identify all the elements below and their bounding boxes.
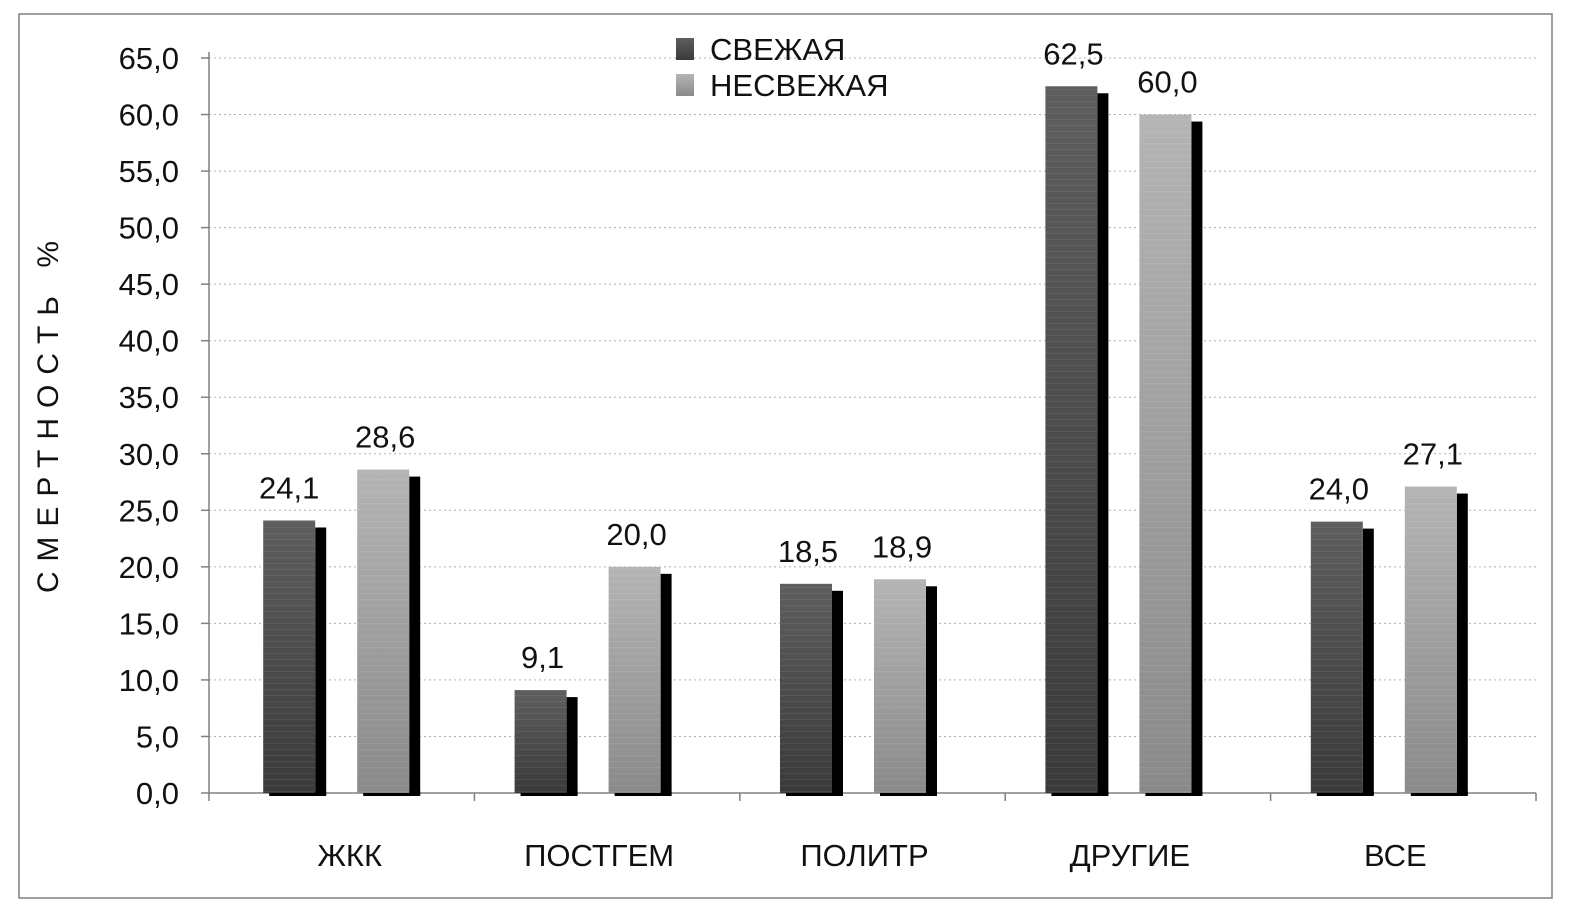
data-label: 24,1 <box>259 470 319 505</box>
bar-side-shadow <box>315 527 327 795</box>
x-tick-label: ПОЛИТР <box>800 838 928 873</box>
data-label: 9,1 <box>521 640 564 675</box>
y-tick-label: 25,0 <box>119 493 179 528</box>
data-label: 62,5 <box>1043 36 1103 71</box>
bar-side-shadow <box>1191 121 1203 796</box>
bar-side-shadow <box>409 476 421 795</box>
bar-texture <box>1045 86 1098 794</box>
bar-texture <box>1404 486 1457 793</box>
data-label: 20,0 <box>606 517 666 552</box>
x-tick-label: ДРУГИЕ <box>1070 838 1190 873</box>
y-tick-label: 65,0 <box>119 41 179 76</box>
bar-base-shadow <box>520 791 578 796</box>
data-label: 18,5 <box>778 534 838 569</box>
bar-base-shadow <box>269 791 327 796</box>
bar-base-shadow <box>614 791 672 796</box>
bar-side-shadow <box>1362 528 1374 795</box>
bar-texture <box>1310 521 1363 793</box>
y-tick-label: 0,0 <box>136 776 179 811</box>
bar-side-shadow <box>1097 93 1109 796</box>
y-axis-label: СМЕРТНОСТЬ % <box>32 231 65 593</box>
y-tick-label: 30,0 <box>119 437 179 472</box>
bar-base-shadow <box>786 791 843 796</box>
y-tick-label: 50,0 <box>119 211 179 246</box>
bar-texture <box>357 469 410 793</box>
bars <box>263 86 1468 796</box>
bar-base-shadow <box>363 791 421 796</box>
y-tick-label: 15,0 <box>119 606 179 641</box>
axes: 0,0 5,0 10,0 15,0 20,0 25,0 30,0 35,0 40,0 45,0 50… <box>119 41 1537 873</box>
x-tick-label: ПОСТГЕМ <box>524 838 674 873</box>
bar-base-shadow <box>1410 791 1468 796</box>
bar-side-shadow <box>566 697 578 795</box>
data-label: 24,0 <box>1309 472 1369 507</box>
bar-texture <box>608 566 661 793</box>
data-label: 28,6 <box>355 420 415 455</box>
y-tick-label: 20,0 <box>119 550 179 585</box>
bar-texture <box>780 583 832 793</box>
bar-texture <box>514 690 567 793</box>
y-tick-label: 35,0 <box>119 380 179 415</box>
y-tick-label: 60,0 <box>119 98 179 133</box>
legend-label: НЕСВЕЖАЯ <box>710 68 889 103</box>
data-labels: 24,1 28,6 9,1 20,0 18,5 18,9 62,5 60,0 24,0 27,1 <box>259 36 1463 675</box>
bar-texture <box>874 579 926 793</box>
y-tick-label: 55,0 <box>119 154 179 189</box>
legend-swatch <box>676 74 694 96</box>
x-tick-label: ВСЕ <box>1364 838 1427 873</box>
bar-side-shadow <box>832 590 843 795</box>
y-tick-label: 40,0 <box>119 324 179 359</box>
bar-texture <box>1139 114 1192 794</box>
legend-swatch <box>676 38 694 60</box>
bar-side-shadow <box>1456 493 1468 795</box>
bar-base-shadow <box>1051 791 1109 796</box>
bar-texture <box>263 520 316 793</box>
bar-base-shadow <box>880 791 937 796</box>
legend-label: СВЕЖАЯ <box>710 32 845 67</box>
bar-side-shadow <box>660 573 672 795</box>
x-tick-label: ЖКК <box>317 838 382 873</box>
data-label: 27,1 <box>1403 437 1463 472</box>
y-tick-label: 10,0 <box>119 663 179 698</box>
data-label: 60,0 <box>1137 65 1197 100</box>
bar-side-shadow <box>926 586 937 795</box>
bar-base-shadow <box>1145 791 1203 796</box>
data-label: 18,9 <box>872 529 932 564</box>
y-tick-label: 5,0 <box>136 719 179 754</box>
bar-base-shadow <box>1316 791 1374 796</box>
y-tick-label: 45,0 <box>119 267 179 302</box>
